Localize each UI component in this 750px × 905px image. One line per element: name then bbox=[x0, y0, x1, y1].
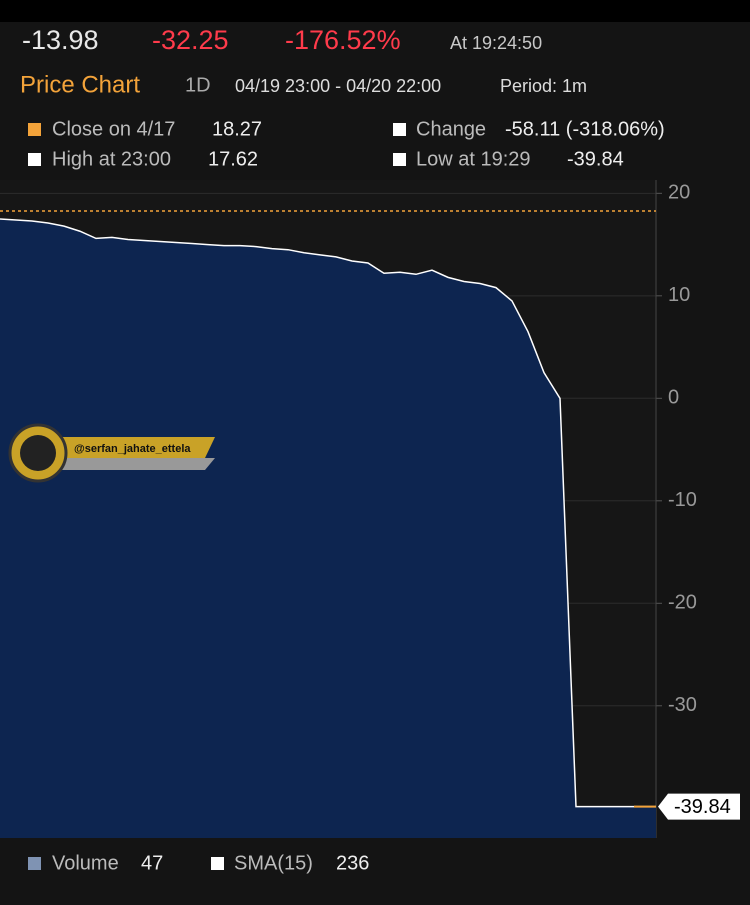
period: Period: 1m bbox=[500, 76, 587, 96]
timestamp: At 19:24:50 bbox=[450, 33, 542, 53]
net-change: -32.25 bbox=[152, 25, 229, 55]
last-tag bbox=[658, 793, 740, 820]
y-tick-label: -30 bbox=[668, 694, 697, 716]
top-bar bbox=[0, 0, 750, 22]
plot: 20 10 0 -10 -20 -30 -39.84 bbox=[0, 180, 740, 839]
footer-value: 236 bbox=[336, 852, 369, 874]
legend-label: Low at 19:29 bbox=[416, 148, 531, 170]
watermark: @serfan_jahate_ettela bbox=[8, 423, 215, 483]
legend-swatch bbox=[28, 857, 41, 870]
legend-value: 18.27 bbox=[212, 118, 262, 140]
area bbox=[0, 218, 656, 839]
y-tick-label: -20 bbox=[668, 592, 697, 614]
legend-value: -39.84 bbox=[567, 148, 624, 170]
legend-swatch bbox=[28, 153, 41, 166]
legend-swatch bbox=[211, 857, 224, 870]
legend-value: 17.62 bbox=[208, 148, 258, 170]
y-tick-label: 0 bbox=[668, 387, 679, 409]
legend-swatch bbox=[28, 123, 41, 136]
footer-value: 47 bbox=[141, 852, 163, 874]
legend-label: Close on 4/17 bbox=[52, 118, 175, 140]
y-tick-label: 20 bbox=[668, 182, 690, 204]
footer-label: SMA(15) bbox=[234, 852, 313, 874]
footer-label: Volume bbox=[52, 852, 119, 874]
last-price: -13.98 bbox=[22, 25, 99, 55]
legend-label: Change bbox=[416, 118, 486, 140]
y-tick-label: 10 bbox=[668, 284, 690, 306]
pct-change: -176.52% bbox=[285, 25, 401, 55]
legend-swatch bbox=[393, 123, 406, 136]
legend-swatch bbox=[393, 153, 406, 166]
line bbox=[0, 218, 656, 808]
range: 1D bbox=[185, 74, 211, 96]
legend-value: -58.11 (-318.06%) bbox=[505, 118, 665, 140]
dates: 04/19 23:00 - 04/20 22:00 bbox=[235, 76, 441, 96]
legend-label: High at 23:00 bbox=[52, 148, 171, 170]
last-label: -39.84 bbox=[674, 796, 731, 818]
panel-title: Price Chart bbox=[20, 71, 140, 98]
y-tick-label: -10 bbox=[668, 489, 697, 511]
watermark-text: @serfan_jahate_ettela bbox=[74, 443, 191, 455]
